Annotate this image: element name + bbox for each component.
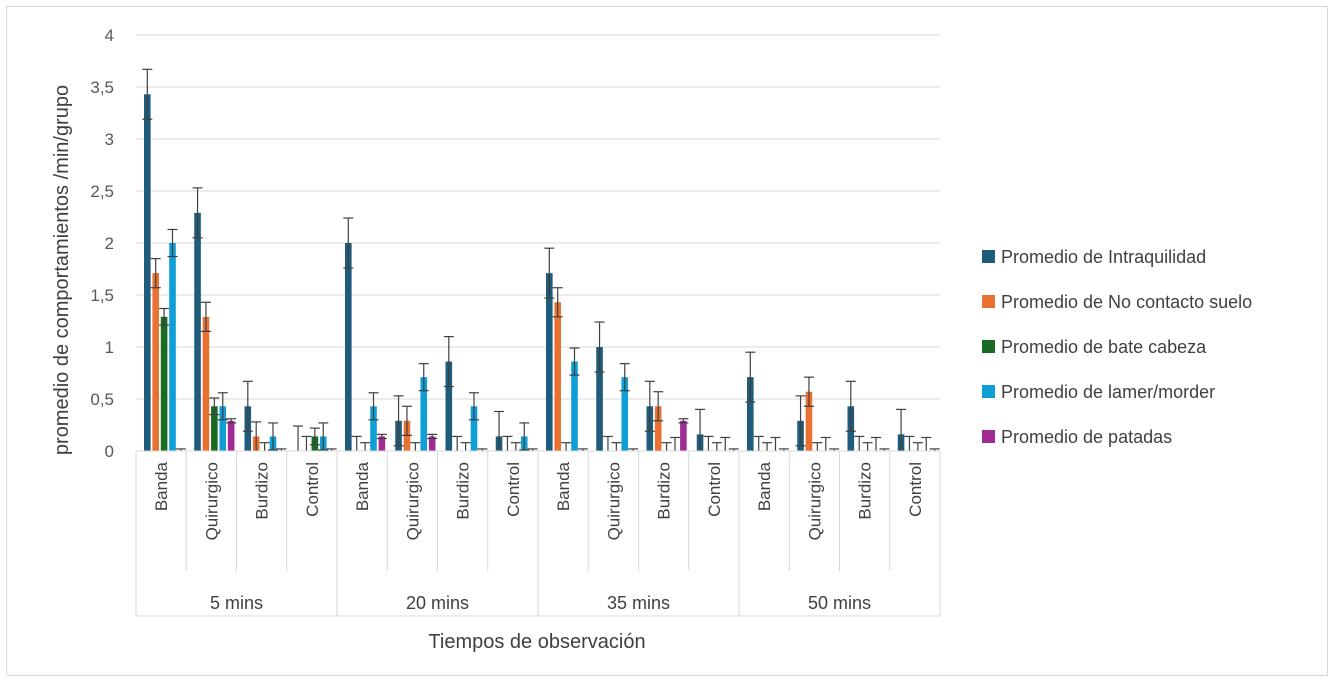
- x-axis: Banda Quirurgico Burdizo Control 5 mins Banda…: [135, 450, 941, 617]
- bar: [370, 406, 377, 451]
- bar: [160, 316, 168, 451]
- error-bars: [142, 68, 940, 451]
- y-tick-label: 0,5: [90, 390, 114, 409]
- bar: [144, 94, 151, 451]
- y-tick-label: 0: [105, 442, 114, 461]
- x-axis-title: Tiempos de observación: [428, 631, 645, 653]
- bar: [554, 302, 561, 451]
- x-group-label: 20 mins: [406, 593, 469, 613]
- legend-label: Promedio de Intraquilidad: [1001, 247, 1206, 267]
- y-tick-label: 3: [105, 130, 114, 149]
- y-tick-label: 3,5: [90, 78, 114, 97]
- bar: [470, 406, 478, 451]
- y-axis: 0 0,5 1 1,5 2 2,5 3 3,5 4: [90, 26, 114, 461]
- x-category-label: Quirurgico: [604, 462, 623, 540]
- legend-swatch: [982, 295, 995, 308]
- legend-label: Promedio de No contacto suelo: [1001, 292, 1252, 312]
- bar: [211, 406, 218, 451]
- gridlines: [136, 34, 940, 452]
- x-category-label: Banda: [554, 461, 573, 511]
- y-tick-label: 2,5: [90, 182, 114, 201]
- y-tick-label: 1: [105, 338, 114, 357]
- bar: [445, 361, 453, 451]
- x-category-label: Banda: [755, 461, 774, 511]
- x-category-label: Control: [303, 462, 322, 517]
- legend: Promedio de Intraquilidad Promedio de No …: [982, 247, 1252, 447]
- y-tick-label: 1,5: [90, 286, 114, 305]
- bar: [596, 347, 603, 451]
- legend-swatch: [982, 340, 995, 353]
- bar: [571, 361, 578, 451]
- x-group-label: 50 mins: [808, 593, 871, 613]
- bar: [202, 316, 210, 451]
- chart-frame: [6, 6, 1328, 676]
- x-group-label: 5 mins: [210, 593, 263, 613]
- x-category-label: Burdizo: [655, 462, 674, 520]
- bar: [152, 273, 159, 451]
- bar: [345, 243, 352, 451]
- x-category-label: Burdizo: [253, 462, 272, 520]
- bar: [420, 377, 428, 451]
- legend-label: Promedio de patadas: [1001, 427, 1172, 447]
- bar: [546, 273, 553, 451]
- y-tick-label: 2: [105, 234, 114, 253]
- bars: [144, 94, 905, 451]
- bar: [805, 391, 813, 451]
- x-category-label: Quirurgico: [403, 462, 422, 540]
- x-category-label: Quirurgico: [805, 462, 824, 540]
- bar: [194, 212, 201, 451]
- legend-swatch: [982, 430, 995, 443]
- x-category-label: Control: [504, 462, 523, 517]
- bar: [621, 377, 629, 451]
- bar: [219, 406, 227, 451]
- y-axis-title: promedio de comportamientos /min/grupo: [51, 85, 73, 455]
- x-group-label: 35 mins: [607, 593, 670, 613]
- x-category-label: Banda: [152, 461, 171, 511]
- bar: [428, 436, 436, 451]
- legend-swatch: [982, 250, 995, 263]
- bar: [378, 436, 386, 451]
- bar: [654, 406, 662, 451]
- x-category-label: Banda: [353, 461, 372, 511]
- bar: [169, 243, 176, 451]
- x-category-label: Quirurgico: [202, 462, 221, 540]
- legend-swatch: [982, 385, 995, 398]
- bar: [680, 420, 687, 451]
- x-category-label: Control: [705, 462, 724, 517]
- y-tick-label: 4: [105, 26, 114, 45]
- bar: [747, 377, 754, 451]
- legend-label: Promedio de lamer/morder: [1001, 382, 1215, 402]
- x-category-label: Control: [906, 462, 925, 517]
- bar: [227, 420, 235, 451]
- legend-label: Promedio de bate cabeza: [1001, 337, 1207, 357]
- x-category-label: Burdizo: [856, 462, 875, 520]
- x-category-label: Burdizo: [454, 462, 473, 520]
